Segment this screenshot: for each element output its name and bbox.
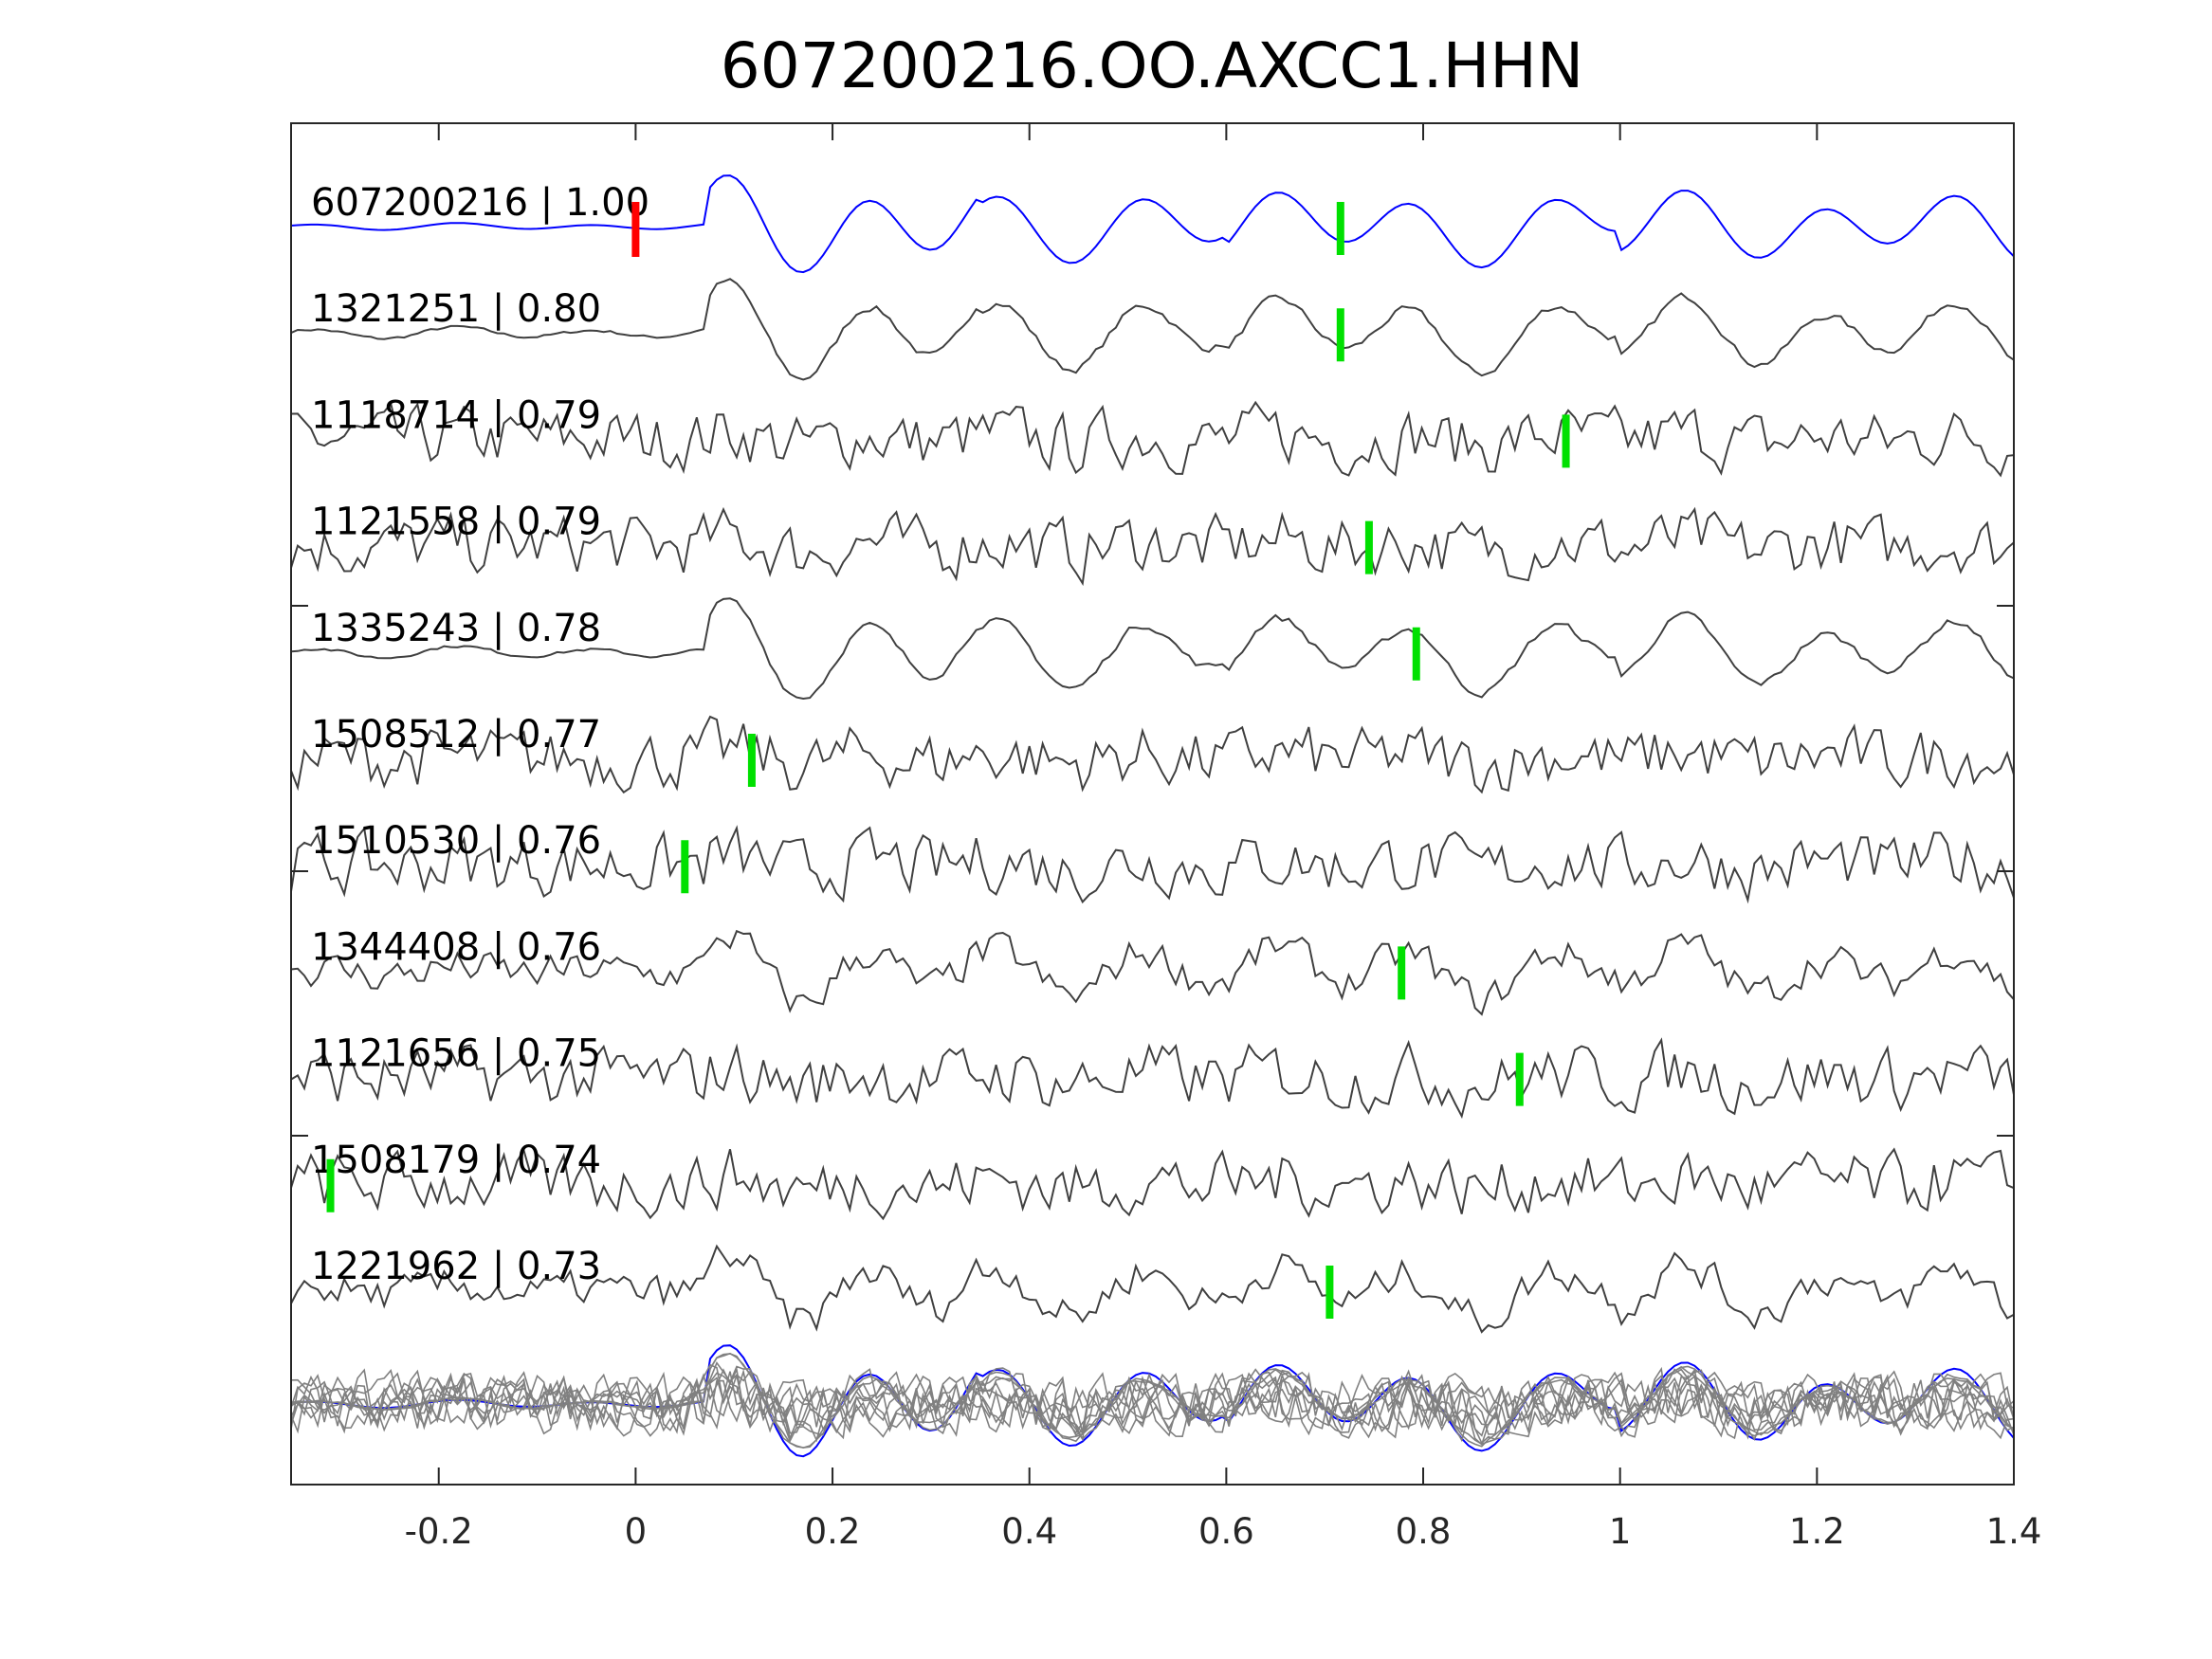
trace-line: [290, 278, 2015, 381]
trace-line: [290, 1147, 2015, 1221]
plot-frame: [290, 122, 2015, 1486]
trace-label: 607200216 | 1.00: [311, 181, 649, 225]
traces-group: [290, 174, 2015, 1334]
stack-trace-line: [290, 1366, 2015, 1443]
trace-line: [290, 715, 2015, 794]
trace-line: [290, 506, 2015, 587]
trace-label: 1335243 | 0.78: [311, 607, 601, 650]
trace-label: 1118714 | 0.79: [311, 393, 601, 437]
template-trace: [290, 174, 2015, 274]
pick-markers: [326, 202, 1570, 1319]
trace-line: [290, 597, 2015, 701]
trace-line: [290, 1037, 2015, 1120]
stack-trace-line: [290, 1360, 2015, 1445]
trace-labels: 607200216 | 1.00 1321251 | 0.80 1118714 | …: [311, 181, 649, 1288]
trace-line: [290, 1244, 2015, 1334]
x-tick-label: 0.2: [805, 1511, 861, 1552]
trace-line: [290, 400, 2015, 478]
x-tick-label: 1: [1609, 1511, 1632, 1552]
trace-label: 1321251 | 0.80: [311, 287, 601, 331]
x-tick-label: 0.8: [1396, 1511, 1452, 1552]
trace-line: [290, 929, 2015, 1016]
x-tick-label: 0.6: [1198, 1511, 1254, 1552]
x-tick-label: 0: [625, 1511, 648, 1552]
trace-line: [290, 825, 2015, 904]
x-tick-label: 1.2: [1789, 1511, 1845, 1552]
stack-overlay: [290, 1344, 2015, 1458]
trace-label: 1221962 | 0.73: [311, 1245, 601, 1288]
trace-label: 1508179 | 0.74: [311, 1139, 601, 1182]
trace-label: 1508512 | 0.77: [311, 713, 601, 757]
chart-title: 607200216.OO.AXCC1.HHN: [721, 29, 1583, 102]
x-tick-label: 1.4: [1986, 1511, 2042, 1552]
trace-label: 1344408 | 0.76: [311, 925, 601, 969]
x-tick-label: 0.4: [1001, 1511, 1057, 1552]
trace-label: 1510530 | 0.76: [311, 819, 601, 863]
x-axis: -0.2 0 0.2 0.4 0.6 0.8 1 1.2 1.4: [405, 123, 2042, 1552]
stack-trace-line: [290, 1370, 2015, 1438]
trace-label: 1121558 | 0.79: [311, 501, 601, 544]
y-ticks: [291, 605, 2014, 1137]
trace-label: 1121656 | 0.75: [311, 1032, 601, 1076]
x-tick-label: -0.2: [405, 1511, 473, 1552]
